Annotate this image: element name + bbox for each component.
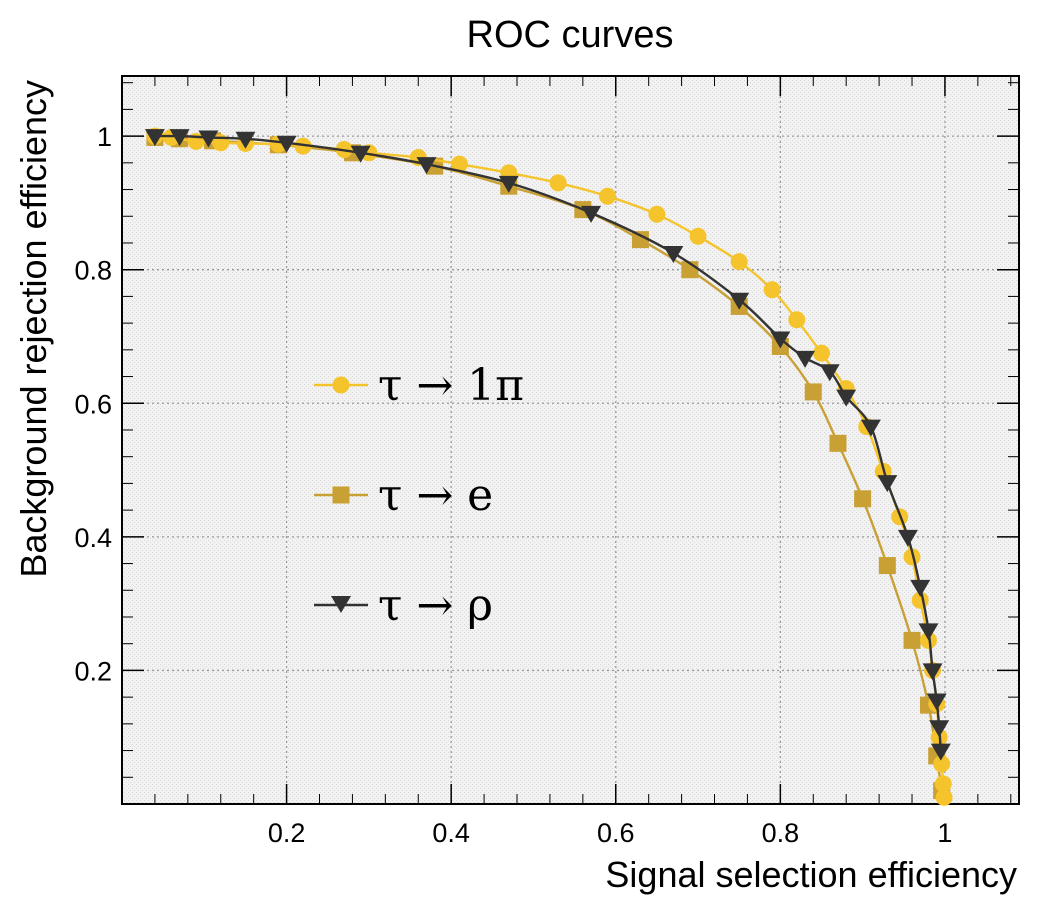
data-point-pi (935, 788, 953, 806)
data-point-pi (934, 775, 952, 793)
y-tick-label: 0.8 (74, 256, 112, 286)
data-point-pi (763, 281, 781, 299)
data-point-pi (549, 174, 567, 192)
legend-item-e: τ → e (314, 470, 493, 521)
data-point-pi (294, 137, 312, 155)
data-point-rho (198, 130, 219, 148)
data-point-rho (581, 205, 602, 223)
series-layer (144, 127, 953, 806)
data-point-pi (903, 548, 921, 566)
data-point-rho (663, 245, 684, 263)
data-point-rho (877, 475, 898, 493)
data-point-pi (933, 755, 951, 773)
axis-ticks (122, 76, 1019, 804)
data-point-rho (910, 579, 931, 597)
legend-label-pi: τ → 1π (378, 360, 524, 411)
data-point-pi (450, 155, 468, 173)
legend-label-rho: τ → ρ (378, 580, 493, 631)
data-point-pi (919, 631, 937, 649)
data-point-pi (599, 187, 617, 205)
tick-labels: 0.2 0.4 0.6 0.8 1 0.2 0.4 0.6 0.8 1 (74, 122, 952, 848)
series-rho (144, 129, 951, 761)
y-tick-label: 0.2 (74, 656, 112, 686)
data-point-rho (897, 529, 918, 547)
data-point-e (829, 434, 847, 452)
data-point-e (878, 557, 896, 575)
x-axis-label: Signal selection efficiency (605, 854, 1017, 895)
data-point-pi (648, 205, 666, 223)
data-point-rho (836, 389, 857, 407)
legend-item-pi: τ → 1π (314, 360, 524, 411)
data-point-pi (788, 311, 806, 329)
data-point-rho (860, 419, 881, 437)
data-point-rho (276, 135, 297, 153)
plot-frame (121, 75, 1020, 805)
data-point-rho (922, 663, 943, 681)
legend-marker-e (332, 486, 350, 504)
y-tick-label: 0.4 (74, 523, 112, 553)
legend-marker-rho (331, 596, 351, 613)
data-point-rho (416, 157, 437, 175)
data-point-rho (235, 131, 256, 149)
y-tick-label: 1 (97, 122, 112, 152)
chart-title: ROC curves (467, 14, 674, 56)
data-point-rho (926, 693, 947, 711)
x-tick-label: 0.6 (597, 818, 635, 848)
x-tick-label: 0.4 (432, 818, 470, 848)
data-point-rho (729, 292, 750, 310)
y-tick-label: 0.6 (74, 389, 112, 419)
data-point-rho (929, 720, 950, 738)
data-point-pi (812, 344, 830, 362)
data-point-rho (770, 331, 791, 349)
data-point-rho (169, 129, 190, 147)
x-tick-label: 0.8 (762, 818, 800, 848)
data-point-pi (689, 227, 707, 245)
x-tick-label: 1 (937, 818, 952, 848)
data-point-rho (350, 145, 371, 163)
data-point-e (631, 231, 649, 249)
data-point-rho (918, 623, 939, 641)
legend-marker-pi (332, 376, 350, 394)
y-axis-label: Background rejection efficiency (13, 80, 54, 578)
data-point-rho (144, 129, 165, 147)
x-tick-label: 0.2 (268, 818, 306, 848)
data-point-e (804, 383, 822, 401)
data-point-rho (819, 364, 840, 382)
data-point-rho (930, 743, 951, 761)
data-point-rho (498, 175, 519, 193)
data-point-e (854, 490, 872, 508)
legend-item-rho: τ → ρ (314, 580, 493, 631)
data-point-pi (730, 253, 748, 271)
plot-background (122, 76, 1019, 804)
data-point-e (903, 631, 921, 649)
legend-label-e: τ → e (378, 470, 493, 521)
data-point-rho (795, 350, 816, 368)
legend: τ → 1π τ → e τ → ρ (314, 360, 524, 631)
